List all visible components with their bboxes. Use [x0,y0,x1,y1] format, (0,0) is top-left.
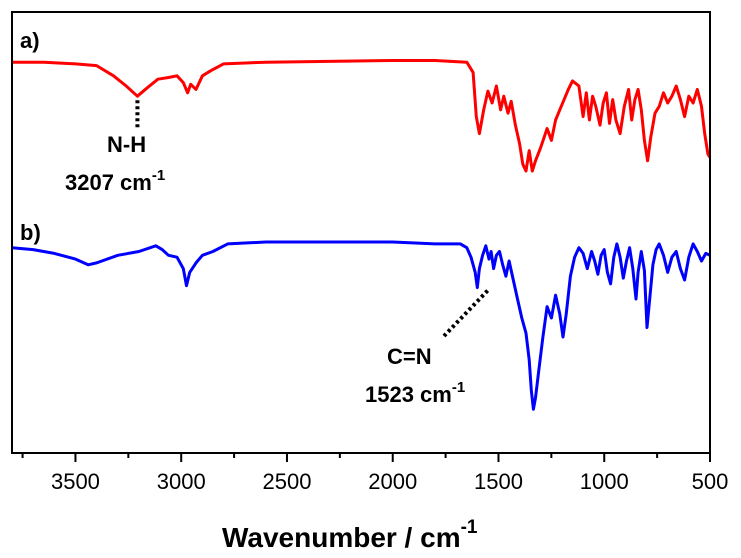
x-tick-label: 3500 [51,469,100,494]
x-axis-label-sup: -1 [461,517,478,538]
series-a-line [12,59,712,173]
cn-annotation-label: C=N [387,344,432,369]
x-ticks: 3500 3000 2500 2000 1500 1000 500 [21,453,729,494]
nh-annotation-sup: -1 [152,167,165,184]
cn-annotation-sup: -1 [452,379,465,396]
series-b-label: b) [20,220,41,245]
x-tick-label: 500 [692,469,729,494]
cn-annotation-leader [442,289,490,338]
x-tick-label: 3000 [157,469,206,494]
x-tick-label: 2000 [368,469,417,494]
series-b-line [11,240,711,411]
plot-frame [11,11,711,454]
x-tick-label: 1000 [580,469,629,494]
series-a-label: a) [20,28,40,53]
nh-annotation-label: N-H [107,132,146,157]
cn-annotation-value: 1523 cm-1 [365,379,465,407]
x-tick-label: 1500 [474,469,523,494]
x-axis-label: Wavenumber / cm-1 [222,517,478,553]
x-tick-label: 2500 [262,469,311,494]
nh-annotation-value: 3207 cm-1 [65,167,165,195]
